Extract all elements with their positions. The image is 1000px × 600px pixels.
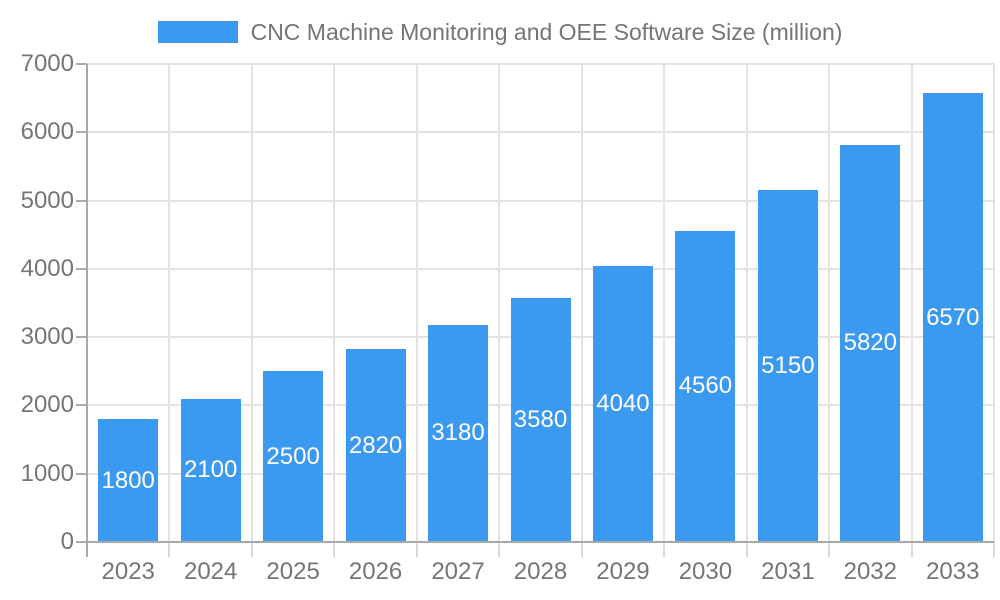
x-axis-tick	[745, 542, 748, 557]
bar-value-label: 3180	[431, 419, 485, 447]
bar-2033	[922, 93, 983, 541]
y-axis-label: 1000	[20, 459, 74, 487]
bar-value-label: 6570	[926, 303, 980, 331]
bar-value-label: 2100	[183, 456, 238, 484]
y-axis-label: 6000	[20, 118, 74, 146]
x-axis-tick	[498, 542, 501, 557]
x-axis-label: 2028	[513, 558, 568, 585]
x-gridline	[580, 64, 583, 542]
bar-value-label: 4560	[678, 372, 733, 400]
x-gridline	[910, 64, 913, 542]
bar-value-label: 2820	[348, 431, 403, 459]
y-axis-tick	[76, 472, 87, 475]
bar-value-label: 1800	[101, 466, 155, 494]
chart-legend: CNC Machine Monitoring and OEE Software …	[0, 10, 1000, 54]
y-axis-tick	[76, 404, 87, 407]
x-axis-label: 2031	[761, 558, 815, 585]
x-axis-tick	[663, 542, 666, 557]
bar-2030	[675, 230, 736, 541]
y-axis-label: 4000	[20, 254, 74, 282]
legend-swatch	[157, 21, 238, 43]
x-gridline	[415, 64, 418, 542]
x-axis-label: 2033	[926, 558, 980, 585]
chart-title: CNC Machine Monitoring and OEE Software …	[250, 18, 843, 45]
y-axis-label: 5000	[20, 186, 74, 214]
y-gridline	[87, 267, 994, 270]
bar-2024	[180, 398, 241, 541]
y-axis-line	[86, 64, 88, 557]
bar-value-label: 4040	[596, 390, 650, 418]
bar-value-label: 5150	[761, 352, 815, 380]
y-gridline	[87, 199, 994, 202]
x-axis-label: 2025	[266, 558, 320, 585]
x-gridline	[498, 64, 501, 542]
x-axis-tick	[415, 542, 418, 557]
x-gridline	[745, 64, 748, 542]
y-axis-label: 2000	[20, 391, 74, 419]
bar-value-label: 5820	[843, 329, 897, 357]
x-axis-tick	[250, 542, 253, 557]
y-axis-tick	[76, 131, 87, 134]
bar-value-label: 3580	[513, 405, 568, 433]
bar-2026	[345, 349, 406, 541]
x-axis-tick	[333, 542, 336, 557]
x-axis-tick	[993, 542, 995, 557]
bar-2029	[592, 266, 653, 541]
y-axis-label: 3000	[20, 323, 74, 351]
y-axis-tick	[76, 63, 87, 65]
x-axis-label: 2024	[183, 558, 238, 585]
x-gridline	[250, 64, 253, 542]
bar-2023	[98, 419, 159, 541]
x-axis-label: 2029	[596, 558, 650, 585]
y-axis-label: 7000	[20, 50, 74, 77]
bar-value-label: 2500	[266, 442, 320, 470]
y-axis-tick	[76, 267, 87, 270]
x-axis-tick	[168, 542, 171, 557]
bar-2031	[757, 190, 818, 541]
y-gridline	[87, 131, 994, 134]
bar-2028	[510, 297, 571, 541]
y-axis-tick	[76, 336, 87, 339]
y-axis-label: 0	[60, 528, 74, 555]
x-axis-label: 2032	[843, 558, 897, 585]
x-gridline	[828, 64, 831, 542]
x-gridline	[663, 64, 666, 542]
x-gridline	[168, 64, 171, 542]
bar-2027	[428, 324, 489, 541]
y-gridline	[87, 63, 994, 65]
x-gridline	[993, 64, 995, 542]
x-gridline	[333, 64, 336, 542]
x-axis-tick	[828, 542, 831, 557]
x-axis-tick	[910, 542, 913, 557]
x-axis-label: 2030	[678, 558, 733, 585]
y-axis-tick	[76, 199, 87, 202]
x-axis-label: 2023	[101, 558, 155, 585]
x-axis-label: 2026	[348, 558, 403, 585]
x-axis-label: 2027	[431, 558, 485, 585]
bar-2025	[263, 371, 324, 541]
x-axis-line	[76, 541, 994, 543]
x-axis-tick	[580, 542, 583, 557]
bar-2032	[840, 144, 901, 541]
